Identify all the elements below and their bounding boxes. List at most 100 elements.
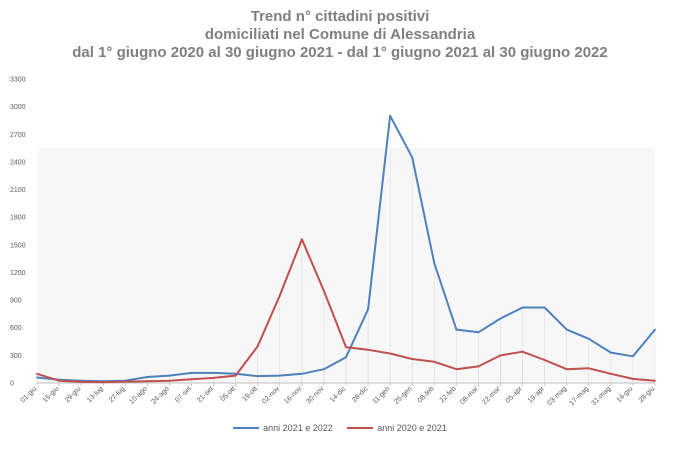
x-tick-label: 28-dic: [351, 385, 370, 404]
legend-swatch-2: [347, 427, 374, 429]
chart-title-line-3: dal 1° giugno 2020 al 30 giugno 2021 - d…: [72, 44, 608, 61]
x-axis: 01-giu 15-giu 29-giu 13-lug 27-lug 10-ago 24-a…: [20, 383, 657, 407]
x-tick-label: 14-dic: [329, 385, 348, 404]
x-tick-label: 11-gen: [372, 385, 392, 405]
data-point: [323, 368, 325, 371]
y-tick-label: 900: [10, 298, 22, 305]
data-point: [367, 348, 369, 351]
data-point: [654, 328, 656, 331]
y-axis: 0 300 600 900 1200 1500 1800 2100 2400 2700 3000 33…: [10, 77, 26, 388]
x-tick-label: 13-lug: [86, 385, 105, 404]
legend-item-2: anni 2020 e 2021: [347, 423, 447, 433]
data-point: [168, 374, 171, 377]
data-point: [256, 345, 259, 348]
data-point: [80, 380, 83, 383]
x-tick-label: 29-giu: [64, 385, 83, 404]
plot-background: [37, 148, 655, 384]
x-tick-label: 24-ago: [150, 385, 170, 405]
data-point: [102, 381, 105, 383]
data-point: [632, 377, 634, 380]
y-tick-label: 1800: [10, 215, 26, 222]
data-point: [212, 377, 215, 379]
data-point: [212, 371, 215, 374]
data-point: [190, 371, 193, 374]
data-point: [565, 328, 568, 331]
x-tick-label: 25-gen: [393, 385, 413, 405]
x-tick-label: 16-nov: [283, 385, 303, 405]
x-tick-label: 07-set: [174, 385, 193, 404]
legend-item-1: anni 2021 e 2022: [233, 423, 333, 433]
x-tick-label: 22-feb: [439, 385, 458, 404]
legend: anni 2021 e 2022 anni 2020 e 2021: [0, 421, 680, 433]
y-tick-label: 300: [10, 353, 22, 360]
x-tick-label: 01-giu: [20, 385, 39, 404]
data-point: [345, 346, 347, 348]
y-tick-label: 1500: [10, 242, 26, 249]
data-point: [587, 337, 590, 340]
data-point: [367, 308, 369, 311]
data-point: [654, 379, 656, 382]
x-tick-label: 28-giu: [638, 385, 657, 404]
x-tick-label: 08-feb: [417, 385, 436, 404]
data-point: [477, 331, 480, 334]
data-point: [543, 359, 546, 361]
data-point: [278, 374, 281, 377]
data-point: [389, 352, 392, 355]
data-point: [124, 380, 127, 383]
legend-label-2: anni 2020 e 2021: [377, 423, 447, 433]
data-point: [58, 379, 60, 382]
x-tick-label: 19-apr: [527, 385, 547, 405]
data-point: [433, 360, 436, 363]
data-point: [543, 306, 546, 309]
y-tick-label: 1200: [10, 270, 26, 277]
x-tick-label: 30-nov: [305, 385, 325, 405]
legend-swatch-1: [233, 427, 260, 429]
data-point: [499, 354, 502, 357]
data-point: [300, 372, 303, 375]
data-point: [565, 368, 568, 371]
data-point: [477, 365, 480, 368]
data-point: [521, 350, 524, 353]
y-tick-label: 2100: [10, 187, 26, 194]
data-point: [609, 351, 612, 354]
data-point: [411, 156, 414, 159]
data-point: [609, 372, 612, 375]
chart-title: Trend n° cittadini positivi domiciliati …: [0, 8, 680, 62]
data-point: [146, 376, 149, 378]
y-tick-label: 2400: [10, 159, 26, 166]
y-tick-label: 0: [10, 381, 14, 388]
data-point: [433, 262, 436, 265]
x-tick-label: 05-apr: [505, 385, 525, 405]
x-tick-label: 31-mag: [591, 385, 613, 407]
x-tick-label: 08-mar: [459, 385, 480, 406]
series-lines: [36, 114, 656, 384]
data-point: [168, 379, 171, 382]
y-tick-label: 3000: [10, 104, 26, 111]
x-tick-label: 15-giu: [42, 385, 61, 404]
data-point: [521, 306, 524, 309]
data-point: [278, 294, 281, 297]
data-point: [632, 355, 634, 358]
x-tick-label: 22-mar: [481, 385, 502, 406]
data-point: [323, 289, 325, 292]
data-point: [389, 114, 392, 117]
data-point: [587, 367, 590, 370]
plot-area-shade: [37, 148, 655, 383]
data-point: [36, 372, 38, 375]
x-tick-label: 10-ago: [128, 385, 148, 405]
x-tick-label: 17-mag: [568, 385, 590, 407]
data-point: [411, 358, 414, 360]
data-point: [300, 238, 303, 241]
data-point: [499, 317, 502, 320]
x-tick-label: 27-lug: [108, 385, 127, 404]
data-point: [36, 376, 38, 379]
x-tick-label: 02-nov: [261, 385, 281, 405]
data-point: [345, 356, 347, 359]
legend-label-1: anni 2021 e 2022: [263, 423, 333, 433]
data-point: [455, 368, 458, 371]
y-tick-label: 2700: [10, 132, 26, 139]
chart-title-line-1: Trend n° cittadini positivi: [250, 8, 430, 25]
chart-title-line-2: domiciliati nel Comune di Alessandria: [204, 26, 476, 43]
data-point: [234, 374, 237, 377]
